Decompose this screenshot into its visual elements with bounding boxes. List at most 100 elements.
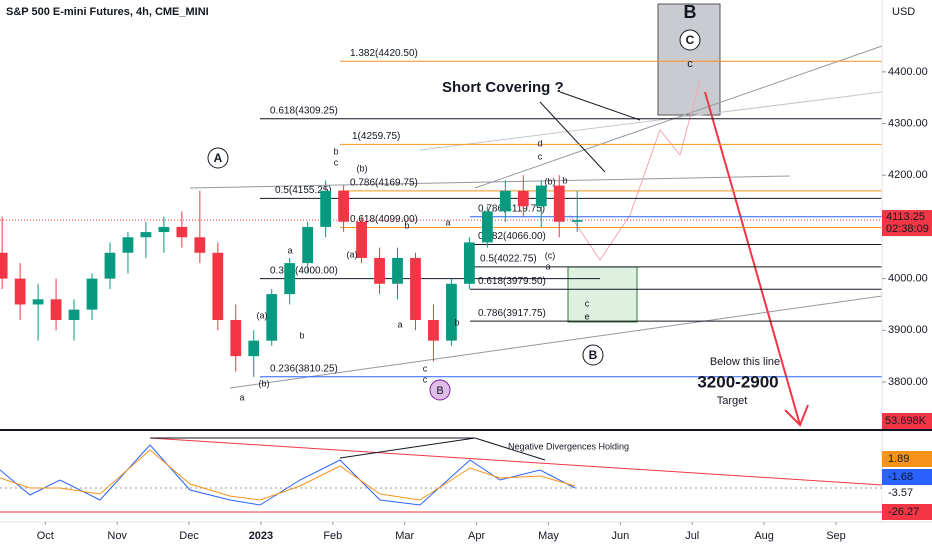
price-pane: 1.382(4420.50) 0.618(4309.25) 1(4259.75) 0.…: [0, 48, 882, 378]
trend-line: [419, 91, 883, 151]
fib-label: 0.382(4000.00): [270, 265, 338, 276]
last-price-box: [882, 210, 932, 237]
wave-label: b: [562, 175, 567, 185]
candle-body: [284, 263, 296, 295]
osc-label: 1.89: [888, 453, 909, 465]
candle-body: [104, 252, 116, 279]
wave-label: b: [454, 317, 459, 327]
volume-label: 53.698K: [885, 415, 927, 427]
projection-path: [569, 79, 701, 261]
x-tick-label: 2023: [249, 530, 273, 542]
wave-label: b: [333, 146, 338, 156]
fib-label: 0.618(4099.00): [350, 214, 418, 225]
wave-label: c: [423, 374, 428, 384]
candle-body: [356, 221, 367, 258]
candle-body: [392, 257, 403, 284]
volume-box: [882, 413, 932, 429]
annotation: Short Covering ?: [442, 79, 564, 96]
y-tick-label: 4000.00: [888, 273, 928, 285]
x-tick-label: Apr: [468, 530, 485, 542]
countdown: 02:38:09: [886, 223, 929, 235]
wave-circle: [207, 147, 229, 169]
fib-label: 0.618(4309.25): [270, 105, 338, 116]
candle-body: [517, 190, 529, 207]
last-price-label: 4113.25: [886, 211, 925, 223]
fib-label: 0.786(3917.75): [478, 308, 546, 319]
callout-arrow: [539, 101, 606, 173]
candle-body: [122, 237, 134, 253]
wave-label: c: [334, 157, 339, 167]
x-tick-label: Feb: [323, 530, 342, 542]
y-tick-label: 4300.00: [888, 117, 928, 129]
target-zone: [657, 3, 721, 116]
x-tick-label: Nov: [107, 530, 127, 542]
annotation: Below this line: [710, 356, 780, 368]
candle-body: [428, 319, 439, 341]
candle-body: [248, 340, 260, 357]
x-tick-label: Dec: [179, 530, 199, 542]
divergence-line: [339, 437, 476, 459]
support-zone: [567, 266, 638, 323]
wave-label: a: [287, 245, 292, 255]
divergence-line: [474, 437, 546, 461]
fib-label: 1(4259.75): [352, 131, 400, 142]
candle-body: [230, 319, 242, 357]
candle-body: [140, 232, 152, 238]
candle-body: [320, 190, 332, 227]
chart-title: S&P 500 E-mini Futures, 4h, CME_MINI: [6, 6, 209, 18]
wave-label: a: [445, 217, 450, 227]
wave-circle: [429, 379, 451, 401]
trend-line: [229, 295, 883, 389]
candle-body: [50, 299, 62, 320]
wave-label: a: [545, 261, 550, 271]
callout-arrow: [559, 91, 641, 121]
wave-label: b: [404, 220, 409, 230]
fib-label: 0.236(3810.25): [270, 363, 338, 374]
wave-label: B: [436, 385, 443, 397]
osc-label: -1.68: [888, 471, 913, 483]
wave-label: b: [299, 330, 304, 340]
x-tick-label: Jul: [685, 530, 699, 542]
fib-label: 0.5(4022.75): [480, 253, 537, 264]
fib-label: 0.5(4155.25): [275, 185, 332, 196]
y-tick-label: 3800.00: [888, 376, 928, 388]
x-tick-label: May: [538, 530, 559, 542]
osc-label-box: [882, 504, 932, 520]
candle-body: [535, 185, 547, 207]
y-tick-label: 3900.00: [888, 324, 928, 336]
wave-label: (a): [257, 310, 268, 320]
divergence-line: [149, 437, 883, 486]
candle-body: [212, 252, 224, 320]
wave-label: c: [538, 151, 543, 161]
candle-body: [86, 278, 98, 310]
annotation: 3200-2900: [697, 372, 778, 391]
annotation: Negative Divergences Holding: [508, 441, 629, 451]
wave-circle: [582, 344, 604, 366]
wave-label: a: [397, 319, 402, 329]
candle-body: [68, 309, 80, 320]
trend-line: [474, 45, 883, 189]
osc-label: -26.27: [888, 506, 919, 518]
wave-label: C: [686, 33, 695, 47]
wave-label: (a): [347, 249, 358, 259]
fib-label: 0.382(4066.00): [478, 231, 546, 242]
wave-label: a: [239, 392, 244, 402]
candle-body: [446, 283, 457, 341]
x-tick-label: Aug: [754, 530, 774, 542]
wave-label: B: [589, 348, 598, 362]
wave-label: (c): [545, 250, 556, 260]
currency: USD: [892, 6, 915, 18]
wave-label: c: [585, 298, 590, 308]
oscillator-pane: [0, 437, 883, 513]
wave-label: c: [423, 363, 428, 373]
osc-label-box: [882, 469, 932, 485]
candle-body: [176, 226, 188, 238]
candle-body: [158, 226, 170, 233]
x-tick-label: Mar: [395, 530, 414, 542]
candle-body: [499, 190, 511, 212]
candle-body: [14, 278, 26, 305]
trend-lines: [189, 45, 883, 427]
fib-label: 0.618(3979.50): [478, 276, 546, 287]
osc-label-box: [882, 485, 932, 501]
